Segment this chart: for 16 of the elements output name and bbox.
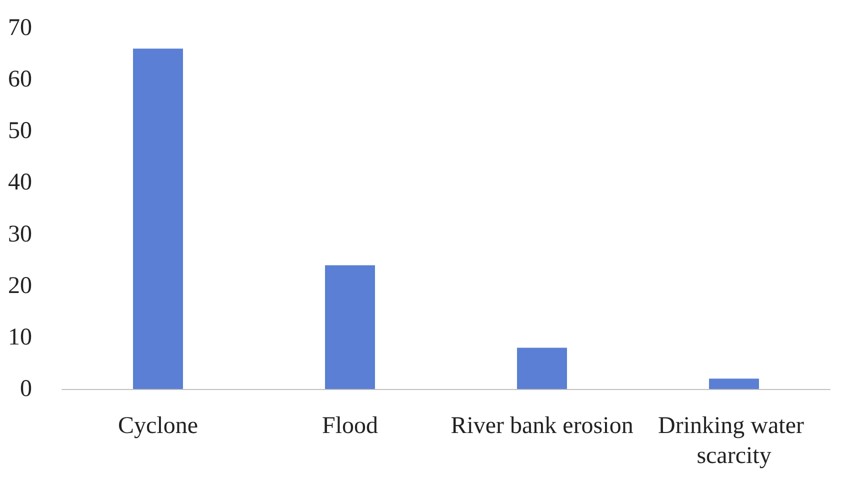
bar (517, 348, 567, 389)
y-tick-label: 40 (8, 170, 32, 196)
y-tick-label: 20 (8, 272, 32, 299)
y-tick-label: 50 (8, 118, 32, 144)
bar (325, 265, 375, 389)
x-tick-label: Cyclone (118, 413, 198, 439)
bar (133, 48, 183, 389)
bar (709, 378, 759, 389)
x-tick-label: Flood (322, 413, 378, 439)
y-tick-label: 60 (8, 66, 32, 93)
x-tick-label: Drinking water scarcity (658, 413, 810, 469)
y-tick-label: 30 (8, 221, 32, 248)
y-tick-label: 10 (8, 324, 32, 350)
y-tick-label: 70 (8, 15, 32, 41)
x-tick-label: River bank erosion (450, 413, 634, 439)
y-tick-label: 0 (20, 376, 32, 402)
